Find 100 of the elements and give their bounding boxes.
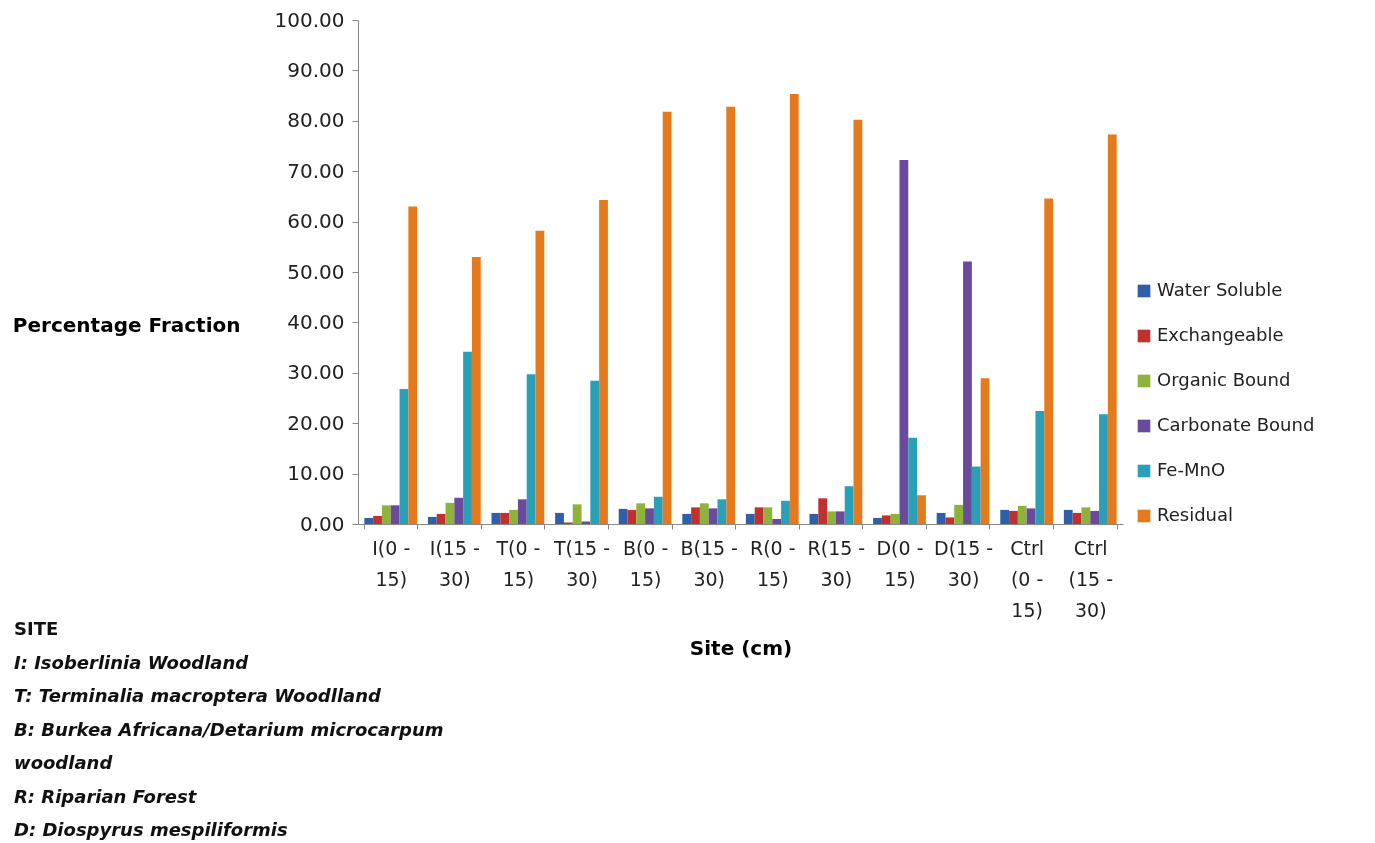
y-axis-title: Percentage Fraction (12, 312, 241, 337)
bar (599, 199, 608, 524)
bar (390, 505, 400, 524)
legend-label: Water Soluble (1157, 279, 1283, 300)
bar (835, 511, 845, 524)
bar (535, 230, 545, 524)
y-tick-label: 20.00 (287, 410, 345, 435)
x-tick-label: D(15 - 30) (934, 536, 994, 590)
bar (945, 517, 955, 524)
y-tick-label: 80.00 (287, 108, 345, 133)
bar (789, 94, 799, 524)
bar (662, 111, 672, 524)
text: I: Isoberlinia Woodland (14, 650, 250, 675)
y-tick-label: 90.00 (287, 57, 345, 82)
bar (936, 512, 946, 524)
bar (572, 504, 582, 524)
bar (844, 486, 854, 524)
bar (526, 374, 536, 524)
x-tick-label: Ctrl (15 - 30) (1068, 536, 1113, 621)
bar (818, 498, 828, 524)
bar (581, 521, 591, 524)
bar (763, 507, 773, 524)
x-tick-label: T(15 - 30) (552, 536, 611, 590)
bar (754, 507, 764, 524)
bar (917, 495, 926, 524)
bar (908, 437, 918, 524)
bar (717, 499, 727, 524)
bar (653, 496, 663, 524)
bar (500, 512, 510, 524)
legend-label: Fe-MnO (1157, 459, 1226, 480)
bar (954, 504, 964, 524)
bar (1017, 505, 1027, 524)
bar (427, 516, 437, 524)
bar (1009, 510, 1018, 524)
x-tick-label: I(0 - 15) (372, 536, 411, 590)
bar (890, 513, 900, 524)
bar (1090, 510, 1100, 524)
bar (471, 256, 481, 524)
y-tick-label: 40.00 (287, 309, 345, 334)
bar (463, 351, 472, 524)
bar (445, 502, 455, 524)
bar (772, 518, 782, 524)
x-tick-label: R(0 - 15) (749, 536, 796, 590)
x-tick-label: B(0 - 15) (622, 536, 669, 590)
bar (555, 512, 564, 524)
bar (745, 513, 755, 524)
y-tick-label: 70.00 (287, 158, 345, 183)
x-tick-label: Ctrl (0 - 15) (1010, 536, 1045, 621)
legend-label: Carbonate Bound (1157, 414, 1315, 435)
legend-label: Residual (1157, 504, 1234, 525)
bar (491, 512, 501, 524)
bar (726, 106, 736, 524)
text: SITE (14, 617, 60, 641)
bar (618, 508, 628, 524)
y-tick-label: 60.00 (287, 209, 345, 234)
bar (1099, 414, 1108, 524)
bar (881, 515, 891, 524)
x-tick-label: I(15 - 30) (429, 536, 480, 590)
bar (1063, 509, 1073, 524)
bar (827, 511, 836, 524)
bar (645, 508, 654, 524)
bar (509, 509, 518, 524)
bar (691, 507, 700, 524)
bar (627, 509, 637, 524)
bar (708, 508, 718, 524)
bar (980, 378, 990, 524)
bar (971, 466, 981, 524)
bar (853, 119, 863, 524)
bar (699, 503, 709, 524)
bar (517, 499, 527, 524)
text: D: Diospyrus mespiliformis (14, 818, 289, 842)
bar (1000, 509, 1010, 524)
text: T: Terminalia macroptera Woodlland (14, 684, 382, 708)
bar (636, 503, 646, 524)
y-tick-label: 100.00 (274, 7, 345, 32)
y-tick-label: 0.00 (299, 511, 345, 536)
bar (436, 513, 446, 524)
y-tick-label: 10.00 (287, 461, 345, 486)
text: B: Burkea Africana/Detarium microcarpum woodland (14, 717, 445, 775)
legend-label: Exchangeable (1157, 324, 1284, 345)
bar (1107, 134, 1117, 524)
bar (682, 513, 692, 524)
x-tick-label: D(0 - 15) (876, 536, 924, 590)
bar (899, 160, 909, 524)
legend-label: Organic Bound (1157, 369, 1291, 390)
bar (381, 505, 391, 524)
bar (1081, 507, 1091, 524)
x-axis-title: Site (cm) (689, 635, 793, 660)
bar (809, 513, 819, 524)
bar (781, 500, 790, 524)
bar (590, 380, 600, 524)
bar (1026, 508, 1036, 524)
bar (408, 206, 418, 524)
bar (399, 388, 409, 524)
text: R: Riparian Forest (14, 784, 198, 809)
bar (963, 261, 972, 524)
x-tick-label: R(15 - 30) (807, 536, 866, 590)
bar (373, 515, 382, 524)
bar (454, 497, 464, 524)
y-tick-label: 50.00 (287, 259, 345, 284)
